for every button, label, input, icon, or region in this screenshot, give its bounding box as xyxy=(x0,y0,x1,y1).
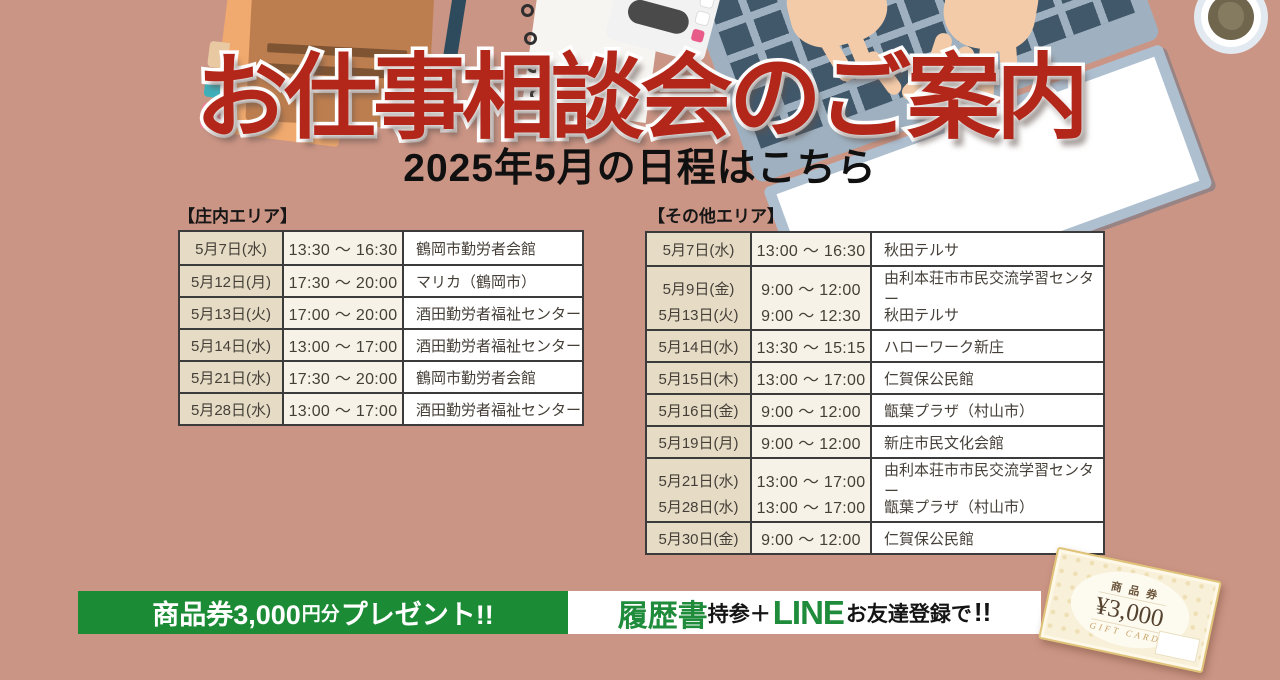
bring-text: 持参＋ xyxy=(707,602,771,626)
event-date: 5月14日(水) xyxy=(180,330,282,360)
table-row: 5月19日(月) 9:00 ～ 12:00 新庄市民文化会館 xyxy=(647,425,1103,457)
event-place: 酒田勤労者福祉センター xyxy=(402,330,582,360)
event-place: 甑葉プラザ（村山市） xyxy=(870,395,1103,425)
event-time: 9:00 ～ 12:00 xyxy=(750,395,870,425)
condition-banner: 履歴書 持参＋ LINE お友達登録で !! xyxy=(568,591,1041,634)
spiral-ring-icon xyxy=(524,32,537,45)
event-time: 13:30 ～ 16:30 xyxy=(282,232,402,264)
event-time: 13:00 ～ 17:00 xyxy=(750,363,870,393)
spiral-ring-icon xyxy=(527,60,540,73)
calculator-button xyxy=(699,0,715,9)
table-row: 5月28日(水) 13:00 ～ 17:00 酒田勤労者福祉センター xyxy=(180,392,582,424)
event-time: 13:00 ～ 17:00 xyxy=(282,394,402,424)
event-place: 鶴岡市勤労者会館 xyxy=(402,362,582,392)
table-row: 5月13日(火) 9:00 ～ 12:30 秋田テルサ xyxy=(647,297,1103,329)
table-row: 5月28日(水) 13:00 ～ 17:00 甑葉プラザ（村山市） xyxy=(647,489,1103,521)
event-time: 17:00 ～ 20:00 xyxy=(282,298,402,328)
event-date: 5月13日(火) xyxy=(647,299,750,329)
table-row: 5月12日(月) 17:30 ～ 20:00 マリカ（鶴岡市） xyxy=(180,264,582,296)
event-date: 5月13日(火) xyxy=(180,298,282,328)
event-place: マリカ（鶴岡市） xyxy=(402,266,582,296)
event-date: 5月14日(水) xyxy=(647,331,750,361)
line-brand-text: LINE xyxy=(772,593,845,631)
event-place: 新庄市民文化会館 xyxy=(870,427,1103,457)
event-time: 13:00 ～ 17:00 xyxy=(750,491,870,521)
table-row: 5月16日(金) 9:00 ～ 12:00 甑葉プラザ（村山市） xyxy=(647,393,1103,425)
resume-text: 履歴書 xyxy=(617,599,708,633)
event-time: 9:00 ～ 12:00 xyxy=(750,523,870,553)
event-time: 9:00 ～ 12:30 xyxy=(750,299,870,329)
spiral-ring-icon xyxy=(521,4,534,17)
coffee-swirl xyxy=(1218,2,1244,30)
event-place: 秋田テルサ xyxy=(870,233,1103,265)
event-time: 17:30 ～ 20:00 xyxy=(282,362,402,392)
event-date: 5月7日(水) xyxy=(180,232,282,264)
spiral-ring-icon xyxy=(530,88,543,101)
gift-card-illustration: 商品券 ¥3,000 GIFT CARD xyxy=(1038,546,1222,674)
table-row: 5月7日(水) 13:00 ～ 16:30 秋田テルサ xyxy=(647,233,1103,265)
table-row: 5月15日(木) 13:00 ～ 17:00 仁賀保公民館 xyxy=(647,361,1103,393)
friend-register-text: お友達登録で xyxy=(845,602,972,626)
event-place: 鶴岡市勤労者会館 xyxy=(402,232,582,264)
event-place: 秋田テルサ xyxy=(870,299,1103,329)
gift-banner-text: 商品券3,000 xyxy=(152,600,301,630)
event-place: 仁賀保公民館 xyxy=(870,363,1103,393)
gift-banner: 商品券3,000 円分 プレゼント!! xyxy=(78,591,568,634)
table-row: 5月21日(水) 17:30 ～ 20:00 鶴岡市勤労者会館 xyxy=(180,360,582,392)
event-place: 酒田勤労者福祉センター xyxy=(402,298,582,328)
event-date: 5月16日(金) xyxy=(647,395,750,425)
event-place: 甑葉プラザ（村山市） xyxy=(870,491,1103,521)
coffee-cup-icon xyxy=(1194,0,1268,54)
table-row: 5月14日(水) 13:00 ～ 17:00 酒田勤労者福祉センター xyxy=(180,328,582,360)
event-date: 5月19日(月) xyxy=(647,427,750,457)
shonai-schedule-table: 5月7日(水) 13:30 ～ 16:30 鶴岡市勤労者会館 5月12日(月) … xyxy=(178,230,584,426)
event-date: 5月12日(月) xyxy=(180,266,282,296)
table-row: 5月14日(水) 13:30 ～ 15:15 ハローワーク新庄 xyxy=(647,329,1103,361)
event-date: 5月28日(水) xyxy=(647,491,750,521)
gift-banner-unit: 円分 xyxy=(301,604,340,625)
event-time: 17:30 ～ 20:00 xyxy=(282,266,402,296)
event-date: 5月7日(水) xyxy=(647,233,750,265)
event-time: 9:00 ～ 12:00 xyxy=(750,427,870,457)
event-place: ハローワーク新庄 xyxy=(870,331,1103,361)
exclamation-text: !! xyxy=(973,597,992,627)
event-place: 酒田勤労者福祉センター xyxy=(402,394,582,424)
event-time: 13:00 ～ 17:00 xyxy=(282,330,402,360)
event-date: 5月28日(水) xyxy=(180,394,282,424)
page-subtitle: 2025年5月の日程はこちら xyxy=(403,147,877,190)
table-row: 5月9日(金) 9:00 ～ 12:00 由利本荘市市民交流学習センター xyxy=(647,265,1103,309)
event-time: 13:00 ～ 16:30 xyxy=(750,233,870,265)
shonai-area-heading: 【庄内エリア】 xyxy=(178,207,297,226)
event-date: 5月15日(木) xyxy=(647,363,750,393)
gift-banner-suffix: プレゼント!! xyxy=(340,600,494,630)
event-date: 5月21日(水) xyxy=(180,362,282,392)
other-area-heading: 【その他エリア】 xyxy=(648,207,784,226)
other-schedule-table: 5月7日(水) 13:00 ～ 16:30 秋田テルサ 5月9日(金) 9:00… xyxy=(645,231,1105,555)
table-row: 5月21日(水) 13:00 ～ 17:00 由利本荘市市民交流学習センター xyxy=(647,457,1103,501)
page-title: お仕事相談会のご案内 xyxy=(192,43,1093,154)
table-row: 5月30日(金) 9:00 ～ 12:00 仁賀保公民館 xyxy=(647,521,1103,553)
table-row: 5月13日(火) 17:00 ～ 20:00 酒田勤労者福祉センター xyxy=(180,296,582,328)
table-row: 5月7日(水) 13:30 ～ 16:30 鶴岡市勤労者会館 xyxy=(180,232,582,264)
event-time: 13:30 ～ 15:15 xyxy=(750,331,870,361)
event-date: 5月30日(金) xyxy=(647,523,750,553)
